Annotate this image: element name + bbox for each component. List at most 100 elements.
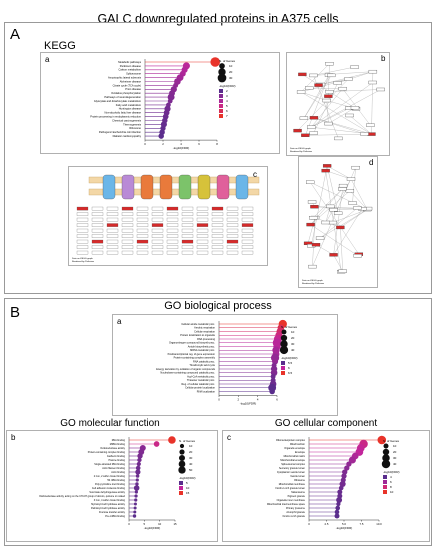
size-legend-label: 20 (393, 450, 397, 454)
category-label: Oxidative phosphorylation (111, 91, 141, 95)
pathway-edge (310, 182, 359, 255)
category-label: Poly-pyrimidine tract binding (95, 483, 126, 486)
pathway-edge (352, 167, 356, 203)
x-tick-label: 4 (180, 142, 182, 146)
size-legend-dot (179, 449, 185, 455)
color-legend-swatch (219, 89, 223, 93)
pathway-node (121, 212, 134, 216)
color-legend-label: 6 (226, 109, 228, 113)
pathway-edge (319, 209, 368, 239)
pathway-node (181, 217, 194, 222)
pathway-node (307, 125, 316, 129)
size-legend-label: 20 (291, 336, 295, 340)
category-label: Cellular amide metabolic proc. (181, 323, 215, 326)
category-label: Parkinson disease (120, 64, 142, 68)
pathway-node (333, 81, 342, 85)
pathway-node (353, 254, 362, 258)
pathway-node (338, 269, 347, 273)
pathway-caption: Rendered by Pathview (290, 150, 312, 153)
category-label: Mitochondrial membrane (279, 483, 306, 486)
category-label: Fatty acid metabolism (116, 103, 141, 107)
category-label: Ficolin-1-rich granule lumen (276, 487, 306, 490)
complex-shape (235, 174, 249, 200)
pathway-node (151, 239, 164, 244)
complex-shape (102, 174, 116, 200)
pathway-node (196, 239, 209, 244)
category-label: Myristoyl-CoA hydrolase activity (91, 503, 126, 506)
pathway-node (338, 86, 347, 91)
pathway-node (350, 106, 360, 110)
pathway-node (136, 245, 149, 249)
pathway-node (296, 90, 306, 94)
pathway-node (350, 65, 359, 69)
category-label: MRNA metabolic proc. (190, 349, 215, 352)
pathway-node (327, 73, 336, 78)
pathway-node (211, 250, 224, 255)
kegg-chart-panel: a Metabolic pathways Parkinson disease Carb… (40, 52, 280, 154)
size-legend-title: N. of Genes (383, 439, 400, 443)
membrane-band (88, 176, 260, 184)
color-legend-swatch (219, 109, 223, 113)
pathway-node (324, 121, 333, 126)
data-point (337, 489, 343, 495)
pathway-node-highlighted (293, 128, 302, 133)
pathway-node (106, 250, 119, 255)
pathway-node (241, 228, 254, 233)
category-label: Mitochondrial intermembrane space (267, 503, 306, 506)
pathway-edge (332, 209, 368, 223)
data-point (344, 465, 350, 471)
pathway-node (76, 234, 89, 238)
pathway-node (226, 234, 239, 238)
pathway-node (211, 212, 224, 216)
x-axis-title: -log10(FDR) (240, 402, 257, 406)
category-label: Cadherin binding (107, 455, 126, 458)
x-tick-label: 15 (173, 522, 177, 526)
category-label: Nucleobase-containing compound catabolic… (160, 372, 215, 375)
pathway-caption: Rendered by Pathview (72, 260, 94, 263)
section-b-letter: B (10, 304, 21, 321)
pathway-node (309, 216, 318, 220)
size-legend-label: 20 (229, 70, 233, 74)
size-legend-dot (179, 443, 185, 449)
color-legend-label: 6 (288, 366, 290, 370)
data-point (136, 461, 141, 467)
data-point (135, 478, 139, 482)
kegg-title: KEGG (44, 40, 76, 52)
x-tick-label: 5 (144, 522, 146, 526)
pathway-node (136, 212, 149, 216)
data-point (134, 490, 138, 494)
panel-letter: c (253, 170, 257, 179)
section-a-border (4, 22, 432, 294)
pathway-edge (327, 165, 352, 180)
pathway-node (106, 212, 119, 216)
category-label: Organonitrogen compound biosynth proc. (169, 342, 215, 345)
x-tick-label: 6 (198, 142, 200, 146)
pathway-node (241, 212, 254, 216)
category-label: Ribosome (129, 126, 141, 130)
pathway-node (307, 200, 317, 204)
panel-letter: d (369, 158, 373, 167)
pathway-node (121, 234, 134, 238)
size-legend-label: 40 (393, 462, 397, 466)
data-point (346, 461, 352, 467)
pathway-edge (329, 89, 381, 92)
category-label: Organelle envelope (284, 447, 305, 450)
category-label: Spliceosome (126, 72, 141, 76)
pathway-node (181, 228, 194, 233)
pathway-node (305, 86, 314, 90)
category-label: Oxidoreductase activity (100, 447, 126, 450)
pathway-node (326, 204, 335, 209)
size-legend-dot (178, 466, 186, 474)
size-legend-label: 30 (189, 456, 193, 460)
go-mf-title: GO molecular function (60, 418, 160, 429)
color-legend-label: 10 (186, 486, 190, 490)
pathway-node (226, 212, 239, 216)
panel-letter: a (45, 55, 50, 64)
pathway-node (345, 189, 355, 193)
pathway-node-highlighted (106, 223, 119, 227)
pathway-edge (340, 227, 343, 272)
pathway-node (321, 220, 330, 225)
pathway-node (106, 228, 119, 233)
pathway-edge (310, 182, 368, 210)
